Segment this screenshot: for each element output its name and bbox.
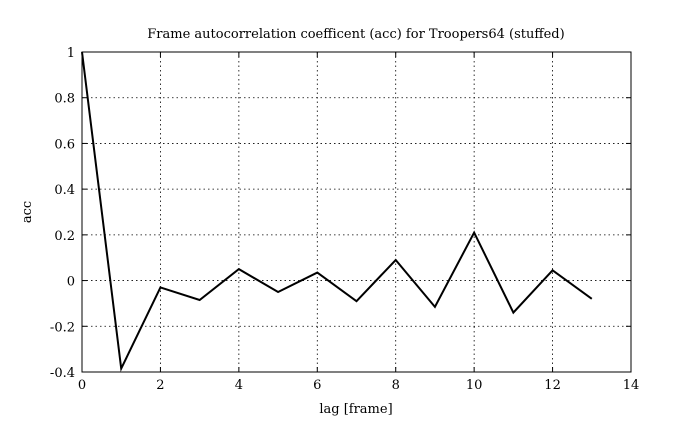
y-tick-label: -0.4	[50, 366, 75, 381]
grid-layer	[82, 52, 631, 372]
ticks-layer: 0 2 4 6 8 10 12 14 -0.4 -0.2 0 0.2 0.4 0.6 0.8 1	[50, 46, 639, 393]
x-tick-label: 14	[623, 378, 640, 393]
x-tick-label: 8	[392, 378, 400, 393]
x-tick-label: 10	[466, 378, 483, 393]
y-tick-label: 0	[67, 275, 75, 290]
y-tick-label: 0.2	[54, 229, 75, 244]
y-tick-label: 0.4	[54, 183, 75, 198]
y-tick-label: -0.2	[50, 320, 75, 335]
x-tick-label: 2	[156, 378, 164, 393]
series-layer	[81, 51, 593, 373]
plot-frame	[81, 51, 632, 373]
x-tick-label: 6	[313, 378, 321, 393]
y-tick-label: 1	[67, 46, 75, 61]
x-tick-label: 12	[544, 378, 561, 393]
series-line	[81, 51, 593, 373]
y-axis-label: acc	[20, 201, 35, 223]
x-tick-label: 4	[235, 378, 243, 393]
chart-title: Frame autocorrelation coefficent (acc) f…	[147, 27, 564, 42]
x-axis-label: lag [frame]	[319, 402, 392, 417]
x-tick-label: 0	[78, 378, 86, 393]
y-tick-label: 0.6	[54, 137, 75, 152]
y-tick-label: 0.8	[54, 92, 75, 107]
